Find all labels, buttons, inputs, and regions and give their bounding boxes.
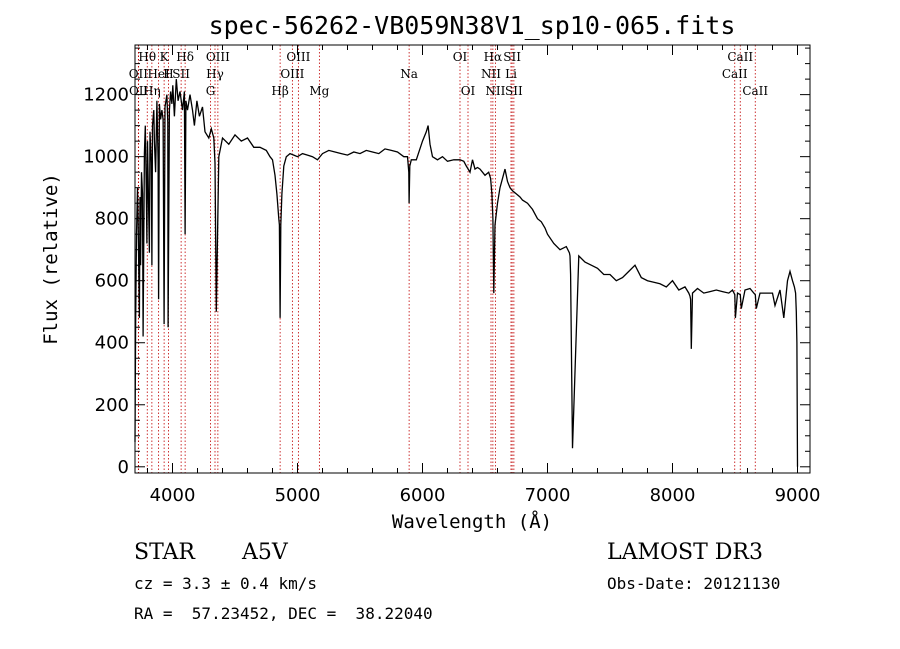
x-tick-label-7000: 7000 bbox=[525, 485, 571, 506]
line-label-8: Hδ bbox=[176, 50, 194, 64]
emission-line-markers bbox=[137, 45, 756, 473]
y-tick-label-800: 800 bbox=[95, 209, 129, 230]
y-tick-label-0: 0 bbox=[118, 457, 129, 478]
line-label-18: OI bbox=[461, 84, 476, 98]
y-tick-label-1200: 1200 bbox=[83, 85, 129, 106]
line-label-26: CaII bbox=[722, 67, 748, 81]
x-tick-label-5000: 5000 bbox=[275, 485, 321, 506]
line-label-25: CaII bbox=[727, 50, 753, 64]
line-label-16: Na bbox=[400, 67, 418, 81]
line-label-14: Hβ bbox=[271, 84, 288, 98]
y-axis-ticks: 0 200 400 600 800 1000 1200 bbox=[83, 47, 810, 478]
chart-title: spec-56262-VB059N38V1_sp10-065.fits bbox=[209, 11, 736, 40]
line-label-13: OIII bbox=[286, 50, 310, 64]
line-label-6: H bbox=[163, 67, 173, 81]
line-label-10: Hγ bbox=[206, 67, 224, 81]
plot-frame bbox=[134, 44, 811, 474]
line-label-7: SII bbox=[172, 67, 190, 81]
line-label-11: G bbox=[206, 84, 216, 98]
y-tick-label-200: 200 bbox=[95, 395, 129, 416]
spectral-subclass: A5V bbox=[242, 540, 288, 565]
coordinates: RA = 57.23452, DEC = 38.22040 bbox=[134, 604, 433, 623]
x-tick-label-8000: 8000 bbox=[650, 485, 696, 506]
object-class: STAR bbox=[134, 540, 195, 565]
line-label-20: NII bbox=[481, 67, 501, 81]
x-axis-label: Wavelength (Å) bbox=[392, 510, 552, 533]
x-tick-label-4000: 4000 bbox=[150, 485, 196, 506]
x-tick-label-9000: 9000 bbox=[775, 485, 821, 506]
line-label-4: HeI bbox=[147, 67, 170, 81]
observation-date: Obs-Date: 20121130 bbox=[607, 574, 781, 593]
line-label-17: OI bbox=[453, 50, 468, 64]
line-label-22: SII bbox=[503, 50, 521, 64]
redshift-velocity: cz = 3.3 ± 0.4 km/s bbox=[134, 574, 318, 593]
line-label-19: Hα bbox=[484, 50, 503, 64]
y-tick-label-600: 600 bbox=[95, 271, 129, 292]
survey-name: LAMOST DR3 bbox=[607, 540, 763, 565]
line-label-15: Mg bbox=[309, 84, 329, 98]
line-label-12: OIII bbox=[280, 67, 304, 81]
y-axis-label: Flux (relative) bbox=[40, 173, 62, 345]
line-label-0: Hθ bbox=[138, 50, 156, 64]
line-label-27: CaII bbox=[742, 84, 768, 98]
line-label-3: Hη bbox=[143, 84, 161, 98]
y-tick-label-1000: 1000 bbox=[83, 147, 129, 168]
line-label-21: NII bbox=[485, 84, 505, 98]
y-tick-label-400: 400 bbox=[95, 333, 129, 354]
line-label-1: OII bbox=[129, 67, 149, 81]
line-label-24: SII bbox=[505, 84, 523, 98]
line-label-5: K bbox=[160, 50, 170, 64]
x-tick-label-6000: 6000 bbox=[400, 485, 446, 506]
x-axis-ticks: 4000 5000 6000 7000 8000 9000 bbox=[147, 45, 821, 506]
line-label-23: Li bbox=[505, 67, 517, 81]
spectrum-series-line bbox=[134, 79, 799, 467]
line-label-9: OIII bbox=[206, 50, 230, 64]
